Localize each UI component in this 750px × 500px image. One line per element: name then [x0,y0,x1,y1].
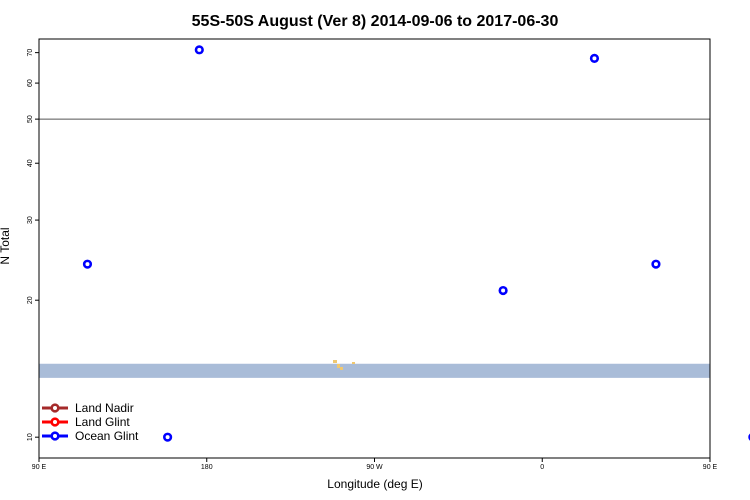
legend-marker [50,403,60,413]
y-tick-label: 60 [27,79,34,87]
data-point [651,259,661,269]
x-tick-label: 90 W [366,464,383,471]
y-tick-label: 10 [27,433,34,441]
x-tick-label: 180 [201,464,213,471]
map-land-marks [333,360,355,370]
data-points [82,45,750,442]
y-tick-label: 30 [27,216,34,224]
legend-marker [50,431,60,441]
y-axis-label: N Total [0,227,12,264]
chart-title: 55S-50S August (Ver 8) 2014-09-06 to 201… [192,13,559,30]
y-tick-label: 40 [27,159,34,167]
data-point [498,285,508,296]
y-tick-label: 20 [27,296,34,304]
y-axis: 10 20 30 40 50 60 70 [27,49,39,441]
map-band [39,363,710,378]
y-tick-label: 50 [27,115,34,123]
legend-label: Land Glint [75,415,130,429]
y-tick-label: 70 [27,49,34,57]
x-tick-label: 90 E [32,464,47,471]
data-point [589,53,600,63]
x-tick-label: 90 E [703,464,718,471]
data-point [163,432,173,442]
legend-label: Land Nadir [75,401,134,415]
x-tick-label: 0 [540,464,544,471]
legend-marker [50,417,60,427]
x-axis: 90 E 180 90 W 0 90 E [32,458,718,471]
x-axis-label: Longitude (deg E) [327,477,422,491]
data-point [194,45,204,55]
map-land-mark [337,364,340,368]
legend-label: Ocean Glint [75,429,139,443]
plot-frame [38,38,711,459]
map-land-mark [352,362,355,364]
data-point [82,259,93,269]
map-land-mark [340,367,343,370]
map-land-mark [333,360,337,363]
